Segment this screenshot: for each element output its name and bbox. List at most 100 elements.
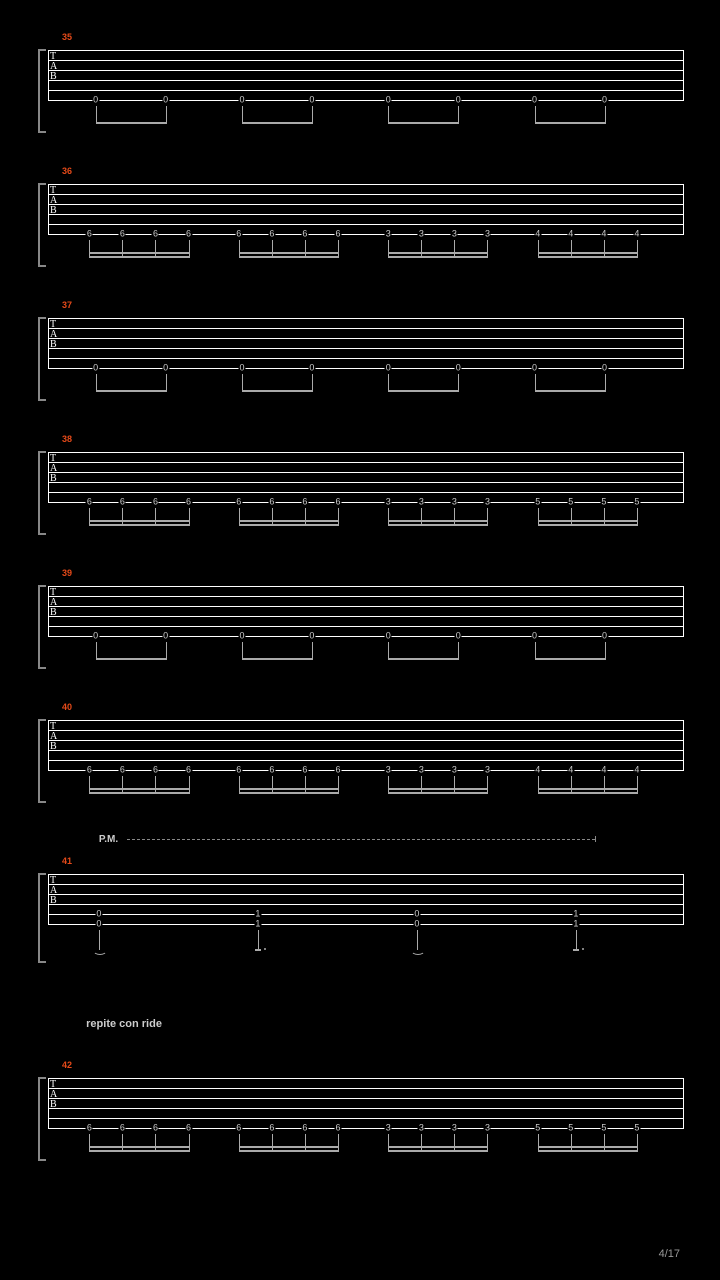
palm-mute-line [127,839,595,841]
fret-number: 4 [534,766,541,775]
fret-number: 0 [162,364,169,373]
system-bracket [38,585,46,669]
measure-number: 37 [62,300,72,310]
fret-number: 1 [572,910,579,919]
fret-number: 3 [451,1124,458,1133]
fret-number: 0 [531,96,538,105]
fret-number: 6 [152,498,159,507]
fret-number: 0 [162,96,169,105]
fret-number: 6 [185,230,192,239]
measure-number: 38 [62,434,72,444]
fret-number: 0 [308,364,315,373]
system-bracket [38,873,46,963]
fret-number: 0 [601,632,608,641]
system-bracket [38,451,46,535]
fret-number: 6 [119,230,126,239]
fret-number: 0 [455,364,462,373]
fret-number: 6 [268,498,275,507]
measure-number: 36 [62,166,72,176]
system-bracket [38,49,46,133]
fret-number: 6 [235,766,242,775]
tab-clef: T A B [50,454,57,484]
fret-number: 3 [418,766,425,775]
system-bracket [38,719,46,803]
system-bracket [38,317,46,401]
fret-number: 5 [633,1124,640,1133]
fret-number: 3 [418,230,425,239]
fret-number: 6 [335,230,342,239]
fret-number: 3 [385,1124,392,1133]
fret-number: 6 [119,766,126,775]
fret-number: 6 [86,498,93,507]
fret-number: 6 [185,1124,192,1133]
fret-number: 6 [268,230,275,239]
tab-clef: T A B [50,876,57,906]
fret-number: 5 [567,1124,574,1133]
text-annotation: repite con ride [86,1018,162,1030]
fret-number: 4 [600,230,607,239]
fret-number: 0 [385,632,392,641]
fret-number: 3 [385,230,392,239]
fret-number: 3 [451,498,458,507]
fret-number: 0 [455,96,462,105]
fret-number: 3 [418,498,425,507]
fret-number: 4 [567,230,574,239]
fret-number: 0 [601,364,608,373]
tab-clef: T A B [50,722,57,752]
fret-number: 6 [268,766,275,775]
fret-number: 5 [567,498,574,507]
measure-number: 41 [62,856,72,866]
fret-number: 0 [238,632,245,641]
fret-number: 0 [92,96,99,105]
fret-number: 4 [567,766,574,775]
fret-number: 5 [534,498,541,507]
fret-number: 6 [152,766,159,775]
fret-number: 6 [268,1124,275,1133]
fret-number: 6 [86,1124,93,1133]
fret-number: 1 [254,910,261,919]
tie-icon [93,946,107,955]
fret-number: 0 [385,96,392,105]
fret-number: 6 [335,498,342,507]
fret-number: 6 [119,498,126,507]
measure-number: 35 [62,32,72,42]
measure-number: 42 [62,1060,72,1070]
fret-number: 0 [95,920,102,929]
fret-number: 0 [238,96,245,105]
system-bracket [38,1077,46,1161]
fret-number: 0 [162,632,169,641]
fret-number: 6 [185,766,192,775]
page-number: 4/17 [659,1248,680,1260]
fret-number: 6 [235,230,242,239]
fret-number: 4 [600,766,607,775]
fret-number: 6 [301,230,308,239]
tie-icon [411,946,425,955]
fret-number: 6 [152,230,159,239]
fret-number: 3 [451,766,458,775]
fret-number: 6 [152,1124,159,1133]
measure-number: 40 [62,702,72,712]
fret-number: 3 [484,498,491,507]
fret-number: 3 [385,766,392,775]
tab-clef: T A B [50,588,57,618]
fret-number: 6 [185,498,192,507]
fret-number: 0 [531,632,538,641]
fret-number: 0 [601,96,608,105]
fret-number: 6 [86,230,93,239]
fret-number: 6 [235,498,242,507]
fret-number: 0 [385,364,392,373]
fret-number: 6 [301,498,308,507]
fret-number: 6 [301,1124,308,1133]
tab-clef: T A B [50,1080,57,1110]
tab-clef: T A B [50,186,57,216]
fret-number: 4 [534,230,541,239]
fret-number: 6 [301,766,308,775]
fret-number: 5 [600,1124,607,1133]
tab-clef: T A B [50,320,57,350]
fret-number: 6 [86,766,93,775]
fret-number: 5 [600,498,607,507]
fret-number: 5 [633,498,640,507]
palm-mute-label: P.M. [99,834,118,845]
fret-number: 6 [119,1124,126,1133]
fret-number: 3 [418,1124,425,1133]
